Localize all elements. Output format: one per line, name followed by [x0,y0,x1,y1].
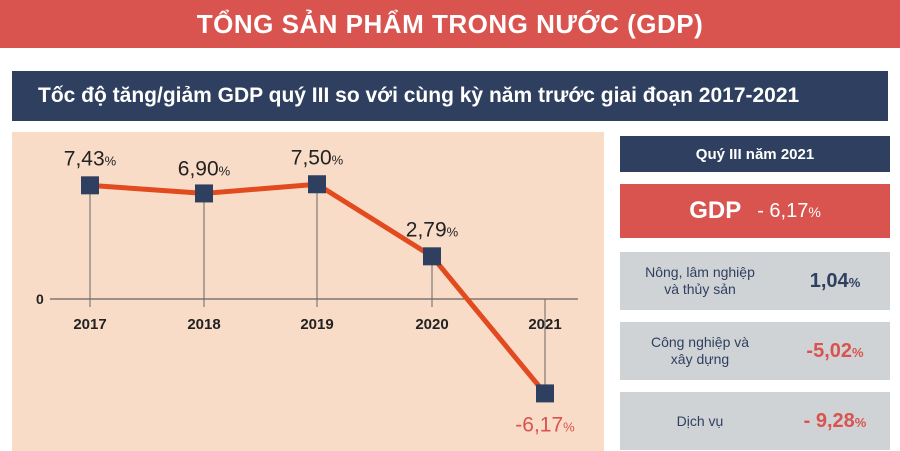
sector-label: Công nghiệp và xây dựng [620,334,780,368]
data-value-label: 7,50% [291,146,344,169]
data-point-marker [536,384,554,403]
data-value-label: 6,90% [178,157,231,180]
data-point-marker [308,175,326,194]
sector-row-industry: Công nghiệp và xây dựng -5,02% [620,322,890,380]
x-tick-label: 2020 [415,316,448,333]
data-point-marker [195,184,213,203]
sector-value: -5,02% [780,340,890,363]
gdp-value: - 6,17 [757,199,809,222]
sector-row-agriculture: Nông, lâm nghiệp và thủy sản 1,04% [620,252,890,310]
zero-tick-label: 0 [36,291,44,307]
data-point-marker [423,247,441,266]
sector-label-line2: và thủy sản [664,281,736,297]
page-title: TỔNG SẢN PHẨM TRONG NƯỚC (GDP) [196,8,704,39]
x-tick-label: 2018 [187,316,220,333]
sector-value-number: -5,02 [806,339,853,362]
side-header: Quý III năm 2021 [620,136,890,172]
sector-value-pct: % [852,344,864,360]
sector-value-number: 1,04 [809,269,849,292]
sector-label-line2: xây dựng [670,351,730,367]
title-banner: TỔNG SẢN PHẨM TRONG NƯỚC (GDP) [0,0,900,48]
sector-value-pct: % [854,414,867,430]
sector-label-line1: Dịch vụ [676,412,724,429]
sector-value: - 9,28% [780,410,890,433]
sector-value-pct: % [848,274,861,290]
gdp-line-chart: 0 2017 2018 2019 2020 2021 7,43% 6,90% 7,50% 2,79… [36,146,578,436]
chart-subtitle: Tốc độ tăng/giảm GDP quý III so với cùng… [38,84,800,107]
subtitle-bar: Tốc độ tăng/giảm GDP quý III so với cùng… [12,71,888,121]
data-point-marker [81,176,99,195]
x-tick-label: 2017 [73,316,106,333]
x-tick-label: 2019 [300,316,333,333]
sector-label: Dịch vụ [620,413,780,430]
gdp-label: GDP [689,197,742,224]
side-header-label: Quý III năm 2021 [695,145,815,163]
gdp-summary-box: GDP - 6,17% [620,184,890,238]
data-value-label: 2,79% [406,218,459,241]
sector-label-line1: Công nghiệp và [650,334,750,350]
sector-label-line1: Nông, lâm nghiệp [645,264,755,280]
chart-panel: 0 2017 2018 2019 2020 2021 7,43% 6,90% 7,50% 2,79… [12,132,604,451]
gdp-value-wrap: - 6,17% [757,200,821,223]
sector-label: Nông, lâm nghiệp và thủy sản [620,264,780,298]
gdp-pct: % [808,203,821,220]
data-value-label: -6,17% [515,413,575,436]
x-tick-label: 2021 [528,316,561,333]
sector-value-number: - 9,28 [803,409,855,432]
sector-value: 1,04% [780,270,890,293]
data-value-label: 7,43% [64,147,117,170]
sector-row-services: Dịch vụ - 9,28% [620,392,890,450]
